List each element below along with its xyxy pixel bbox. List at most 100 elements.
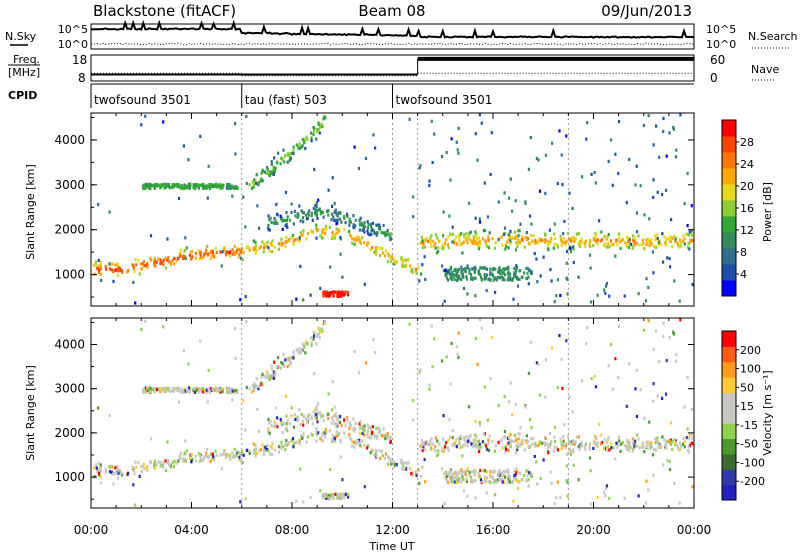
velocity-cell xyxy=(434,449,437,453)
velocity-cell xyxy=(485,476,489,480)
power-cell xyxy=(619,246,622,251)
power-cell xyxy=(539,237,542,241)
power-cell xyxy=(300,145,303,149)
velocity-cell xyxy=(108,414,111,418)
velocity-cell xyxy=(513,469,516,473)
velocity-cell xyxy=(387,435,390,439)
velocity-cell xyxy=(281,431,284,435)
velocity-cell xyxy=(244,428,247,432)
power-cell xyxy=(685,232,688,236)
power-cell xyxy=(242,195,245,199)
velocity-cell xyxy=(449,435,452,439)
velocity-cell xyxy=(489,475,492,479)
velocity-cell xyxy=(168,463,171,467)
velocity-cell xyxy=(424,441,427,445)
power-cell xyxy=(194,187,197,191)
freq-panel: Freq. [MHz] Nave 18 8 60 0 xyxy=(8,53,779,85)
velocity-cell xyxy=(333,422,336,426)
velocity-cell xyxy=(690,407,693,411)
velocity-cell xyxy=(511,413,514,417)
velocity-cell xyxy=(331,408,334,412)
power-cell xyxy=(194,185,197,189)
power-colorbar-swatch xyxy=(722,136,736,153)
power-cell xyxy=(348,217,351,221)
velocity-cell xyxy=(383,456,386,461)
power-cell xyxy=(197,186,200,190)
velocity-cell xyxy=(517,441,520,445)
velocity-cell xyxy=(497,404,500,408)
velocity-cell xyxy=(153,390,156,394)
velocity-cell xyxy=(319,330,322,334)
velocity-colorbar-tick-label: -100 xyxy=(740,456,765,469)
velocity-cell xyxy=(184,451,187,455)
velocity-cell xyxy=(150,387,153,391)
power-ylabel: Slant Range [km] xyxy=(24,164,37,260)
power-cell xyxy=(518,269,521,273)
power-cell xyxy=(321,231,324,235)
power-cell xyxy=(190,249,193,254)
velocity-cell xyxy=(620,442,623,446)
velocity-cell xyxy=(354,427,357,431)
velocity-cell xyxy=(632,441,635,445)
power-cell xyxy=(372,229,375,233)
power-cell xyxy=(529,214,532,218)
velocity-cell xyxy=(572,450,575,454)
power-cell xyxy=(524,236,527,240)
power-cell xyxy=(269,241,272,246)
power-cell xyxy=(515,266,519,270)
power-cell xyxy=(274,221,277,225)
power-cell xyxy=(154,264,157,268)
power-cell xyxy=(154,182,157,187)
velocity-cell xyxy=(173,459,176,463)
velocity-cell xyxy=(539,476,542,480)
power-cell xyxy=(146,183,149,187)
power-cell xyxy=(561,240,564,244)
velocity-cell xyxy=(460,470,463,475)
power-cell xyxy=(583,241,586,245)
velocity-cell xyxy=(671,439,674,443)
time-tick-label: 12:00 xyxy=(375,523,410,537)
velocity-cell xyxy=(491,440,494,444)
power-cell xyxy=(162,263,165,267)
velocity-cell xyxy=(156,387,159,392)
velocity-cell xyxy=(332,495,335,499)
power-cell xyxy=(507,238,510,242)
power-cell xyxy=(354,218,357,222)
power-cell xyxy=(224,250,227,254)
velocity-cell xyxy=(336,421,339,425)
velocity-cell xyxy=(317,326,320,330)
power-cell xyxy=(302,211,306,215)
power-cell xyxy=(362,224,365,228)
velocity-cell xyxy=(419,368,422,372)
power-cell xyxy=(474,276,477,280)
power-cell xyxy=(441,264,444,268)
power-cell xyxy=(511,209,514,213)
velocity-cell xyxy=(164,459,167,463)
velocity-cell xyxy=(337,433,340,437)
velocity-cell xyxy=(331,416,334,420)
power-cell xyxy=(293,209,296,213)
power-cell xyxy=(504,231,507,235)
velocity-cell xyxy=(403,467,406,471)
velocity-cell xyxy=(97,406,100,410)
velocity-cell xyxy=(410,472,413,476)
velocity-cell xyxy=(234,388,237,392)
velocity-cell xyxy=(668,336,671,340)
velocity-cell xyxy=(188,456,192,460)
power-cell xyxy=(627,236,630,240)
velocity-cell xyxy=(209,459,212,464)
power-cell xyxy=(325,292,328,296)
power-cell xyxy=(269,170,272,174)
power-cell xyxy=(601,237,604,242)
power-cell xyxy=(487,246,491,250)
power-cell xyxy=(648,243,651,247)
power-cell xyxy=(392,257,395,261)
velocity-cell xyxy=(280,361,283,365)
velocity-cell xyxy=(284,422,287,426)
velocity-cell xyxy=(466,494,469,498)
power-cell xyxy=(671,244,674,249)
velocity-cell xyxy=(269,444,272,449)
velocity-cell xyxy=(338,431,341,435)
freq-lines xyxy=(91,56,694,77)
